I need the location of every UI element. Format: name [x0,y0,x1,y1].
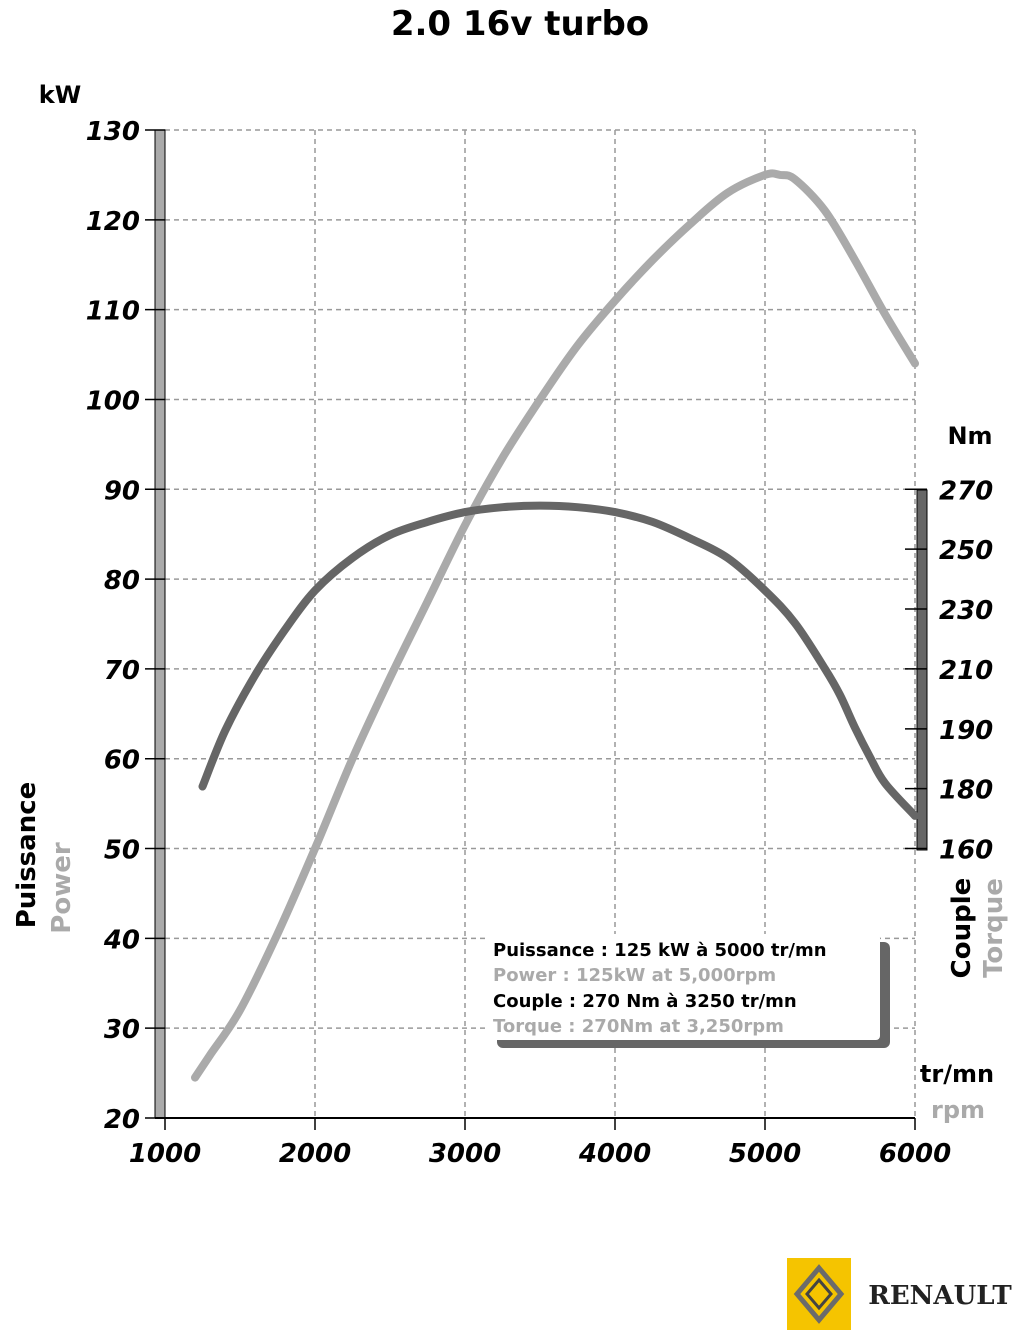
y-right-label-en: Torque [979,878,1009,978]
x-tick-label: 5000 [729,1139,801,1169]
y-left-tick-label: 90 [104,476,140,506]
renault-logo: RENAULT [787,1258,1012,1330]
legend: Puissance : 125 kW à 5000 tr/mn Power : … [487,934,890,1048]
x-ticks: 1000 2000 3000 4000 5000 6000 [129,1118,951,1169]
right-axis-bar [916,489,928,851]
legend-line-power-fr: Puissance : 125 kW à 5000 tr/mn [493,940,827,961]
x-tick-label: 4000 [578,1139,651,1169]
y-right-tick-label: 190 [939,716,993,746]
y-left-tick-label: 40 [103,925,140,955]
legend-line-power-en: Power : 125kW at 5,000rpm [493,965,776,986]
y-left-tick-label: 110 [86,297,140,327]
y-left-unit: kW [39,81,81,109]
renault-wordmark: RENAULT [868,1281,1012,1311]
y-right-tick-label: 180 [939,776,993,806]
y-left-tick-label: 70 [104,656,140,686]
legend-box [487,934,880,1040]
y-left-label-en: Power [47,842,77,934]
legend-line-torque-en: Torque : 270Nm at 3,250rpm [493,1016,784,1037]
y-left-label-fr: Puissance [12,782,42,929]
x-tick-label: 3000 [429,1139,501,1169]
x-unit-fr: tr/mn [920,1060,994,1088]
y-right-tick-label: 210 [939,656,993,686]
y-right-tick-label: 250 [939,536,993,566]
y-left-tick-label: 100 [86,386,140,416]
y-left-tick-label: 130 [86,117,140,147]
y-left-tick-label: 20 [104,1105,140,1135]
renault-diamond-icon [793,1264,845,1324]
y-right-tick-label: 160 [939,836,993,866]
y-right-tick-label: 270 [939,476,993,506]
y-right-label-fr: Couple [947,878,977,979]
renault-diamond-inner-icon [805,1277,833,1311]
y-left-tick-label: 120 [86,207,140,237]
chart-title: 2.0 16v turbo [391,4,649,44]
legend-line-torque-fr: Couple : 270 Nm à 3250 tr/mn [493,991,797,1012]
x-unit-en: rpm [931,1096,985,1124]
x-tick-label: 6000 [879,1139,951,1169]
y-left-tick-label: 30 [104,1015,140,1045]
y-left-ticks: 130 120 110 100 90 80 70 60 50 40 30 20 [86,117,165,1135]
y-left-tick-label: 80 [104,566,140,596]
y-left-tick-label: 50 [104,836,140,866]
x-tick-label: 1000 [129,1139,201,1169]
left-axis-bar [154,129,166,1119]
y-right-tick-label: 230 [939,596,993,626]
y-right-unit: Nm [947,422,992,450]
y-left-tick-label: 60 [104,746,140,776]
series-layer [191,169,919,1082]
series-line-couple [198,501,919,820]
y-right-ticks: 270 250 230 210 190 180 160 [905,476,993,866]
x-tick-label: 2000 [279,1139,351,1169]
series-line-puissance [191,169,919,1082]
